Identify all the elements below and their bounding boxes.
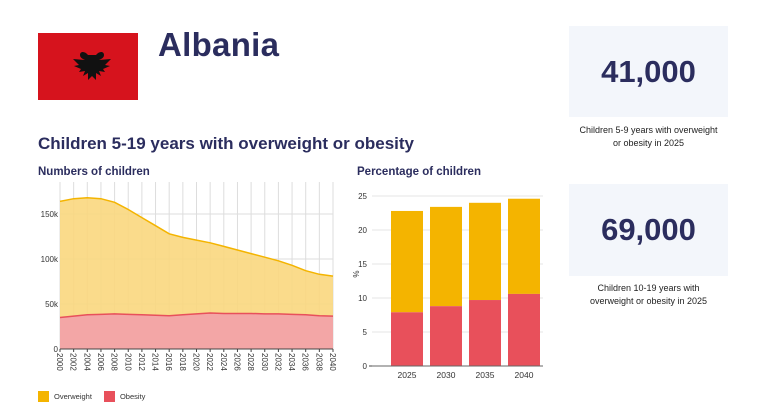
bar-overweight (391, 210, 423, 313)
section-title: Children 5-19 years with overweight or o… (38, 134, 414, 153)
albania-flag (38, 33, 138, 100)
x-tick-label: 2025 (398, 370, 417, 380)
x-tick-label: 2022 (205, 353, 214, 371)
bar-obesity (469, 300, 501, 366)
x-tick-label: 2026 (232, 353, 241, 371)
legend-swatch (103, 391, 115, 402)
legend-label: Obesity (119, 392, 146, 401)
y-tick-label: 150k (41, 210, 59, 219)
bar-overweight (469, 202, 501, 301)
x-tick-label: 2016 (164, 353, 173, 371)
y-tick-label: 50k (45, 300, 59, 309)
stat-card-10-19: 69,000 (569, 184, 728, 276)
x-tick-label: 2000 (55, 353, 64, 371)
stat-caption-line: Children 10-19 years with (597, 283, 700, 293)
x-tick-label: 2038 (314, 353, 323, 371)
legend-item-obesity: Obesity (103, 391, 146, 402)
overweight-line (59, 197, 334, 277)
y-tick-label: 0 (54, 345, 59, 354)
stat-caption-10-19: Children 10-19 years with overweight or … (569, 282, 728, 308)
x-tick-label: 2012 (137, 353, 146, 371)
bar-obesity (430, 306, 462, 366)
x-tick-label: 2035 (476, 370, 495, 380)
y-tick-label: 100k (41, 255, 59, 264)
y-tick-label: 25 (358, 192, 367, 201)
stat-caption-line: overweight or obesity in 2025 (589, 296, 708, 306)
bar-overweight (430, 206, 462, 307)
bar-chart-title: Percentage of children (357, 166, 481, 178)
y-tick-label: 5 (363, 328, 368, 337)
stat-value: 69,000 (601, 212, 696, 247)
y-tick-label: 0 (363, 362, 368, 371)
country-title: Albania (158, 26, 280, 63)
bar-obesity (391, 312, 423, 366)
x-tick-label: 2036 (301, 353, 310, 371)
x-tick-label: 2040 (515, 370, 534, 380)
stat-caption-5-9: Children 5-9 years with overweight or ob… (569, 124, 728, 150)
x-tick-label: 2006 (96, 353, 105, 371)
x-tick-label: 2032 (273, 353, 282, 371)
legend-swatch (38, 391, 49, 402)
stat-caption-line: Children 5-9 years with overweight (579, 125, 718, 135)
x-tick-label: 2018 (178, 353, 187, 371)
y-axis-label: % (352, 270, 361, 277)
stat-value: 41,000 (601, 53, 696, 89)
x-tick-label: 2040 (328, 353, 337, 371)
legend: Overweight Obesity (38, 391, 157, 402)
x-tick-label: 2020 (192, 353, 201, 371)
bar-overweight (508, 198, 540, 294)
x-tick-label: 2030 (437, 370, 456, 380)
area-chart: 0 50k 100k 150k 2000 2002 2004 2006 2008 2010 2012… (41, 182, 337, 371)
area-chart-title: Numbers of children (38, 166, 150, 178)
stat-card-5-9: 41,000 (569, 26, 728, 117)
x-tick-label: 2024 (219, 353, 228, 371)
y-tick-label: 20 (358, 226, 367, 235)
y-tick-label: 10 (358, 294, 367, 303)
x-tick-label: 2034 (287, 353, 296, 371)
obesity-line (59, 312, 334, 319)
obesity-area (60, 313, 333, 349)
x-tick-label: 2014 (151, 353, 160, 371)
x-tick-label: 2004 (82, 353, 91, 371)
legend-item-overweight: Overweight (38, 391, 92, 402)
bar-obesity (508, 293, 540, 366)
eagle-icon (73, 52, 111, 80)
stat-caption-line: or obesity in 2025 (612, 138, 685, 148)
overweight-area (60, 197, 333, 349)
x-tick-label: 2030 (260, 353, 269, 371)
legend-label: Overweight (54, 392, 92, 401)
x-tick-label: 2010 (123, 353, 132, 371)
x-tick-label: 2002 (69, 353, 78, 371)
y-tick-label: 15 (358, 260, 367, 269)
x-tick-label: 2008 (110, 353, 119, 371)
x-tick-label: 2028 (246, 353, 255, 371)
